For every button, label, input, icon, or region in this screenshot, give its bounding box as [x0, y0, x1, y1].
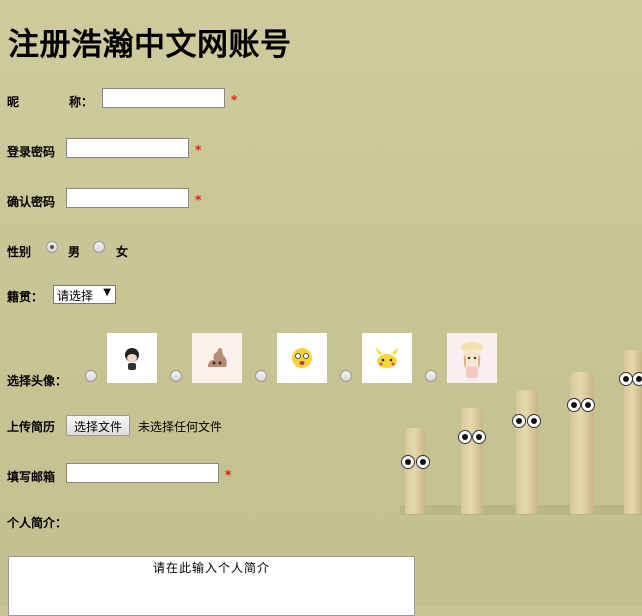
nickname-input[interactable] — [102, 88, 225, 108]
background-stick-eye — [401, 455, 415, 469]
background-stick — [570, 372, 594, 514]
hometown-select[interactable]: 请选择 ▼ — [53, 285, 116, 304]
password-label: 登录密码 — [7, 145, 56, 159]
email-input[interactable] — [66, 463, 219, 483]
background-stick-eye — [512, 414, 526, 428]
password-input[interactable] — [66, 138, 189, 158]
avatar-option-1[interactable] — [107, 333, 157, 383]
background-stick-eye — [527, 414, 541, 428]
bio-label: 个人简介： — [7, 516, 68, 530]
gender-option-male: 男 — [68, 245, 81, 259]
nickname-label: 昵 — [7, 95, 20, 109]
background-stick-eye — [458, 430, 472, 444]
nickname-label-suffix: 称： — [69, 95, 94, 109]
required-mark: * — [225, 468, 232, 482]
background-stick-eye — [416, 455, 430, 469]
background-stick — [461, 408, 483, 514]
avatar-girl-icon — [461, 342, 483, 378]
avatar-pikachu-icon — [375, 347, 399, 368]
background-wall — [0, 0, 642, 340]
avatar-option-3[interactable] — [277, 333, 327, 383]
gender-option-female: 女 — [116, 245, 129, 259]
avatar-boy-icon — [125, 348, 139, 370]
email-label: 填写邮箱 — [7, 470, 56, 484]
background-stick-eye — [632, 372, 642, 386]
choose-file-button[interactable]: 选择文件 — [66, 415, 131, 436]
gender-radio-female[interactable] — [93, 241, 105, 253]
file-status: 未选择任何文件 — [138, 420, 223, 434]
background-stick-eye — [581, 398, 595, 412]
confirm-password-label: 确认密码 — [7, 195, 56, 209]
bio-placeholder: 请在此输入个人简介 — [152, 561, 270, 575]
avatar-option-4[interactable] — [362, 333, 412, 383]
hometown-label: 籍贯： — [7, 290, 44, 304]
chevron-down-icon: ▼ — [103, 287, 111, 298]
avatar-radio-1[interactable] — [85, 370, 97, 382]
background-stick-eye — [619, 372, 633, 386]
avatar-radio-2[interactable] — [170, 370, 182, 382]
gender-radio-male[interactable] — [46, 241, 58, 253]
avatar-option-5[interactable] — [447, 333, 497, 383]
bio-textarea[interactable]: 请在此输入个人简介 — [8, 556, 415, 616]
avatar-radio-4[interactable] — [340, 370, 352, 382]
avatar-label: 选择头像： — [7, 374, 68, 388]
required-mark: * — [195, 143, 202, 157]
page-title: 注册浩瀚中文网账号 — [8, 27, 292, 63]
background-stick — [405, 428, 425, 514]
confirm-password-input[interactable] — [66, 188, 189, 208]
avatar-option-2[interactable] — [192, 333, 242, 383]
avatar-radio-5[interactable] — [425, 370, 437, 382]
hometown-selected-value: 请选择 — [57, 289, 94, 303]
resume-label: 上传简历 — [7, 420, 56, 434]
background-stick — [624, 350, 642, 514]
gender-label: 性别 — [7, 245, 32, 259]
avatar-poop-icon — [208, 348, 227, 367]
required-mark: * — [195, 193, 202, 207]
background-stick-eye — [472, 430, 486, 444]
avatar-radio-3[interactable] — [255, 370, 267, 382]
background-stick — [516, 390, 538, 514]
background-stick-eye — [567, 398, 581, 412]
required-mark: * — [231, 93, 238, 107]
avatar-emoji-icon — [292, 348, 312, 368]
